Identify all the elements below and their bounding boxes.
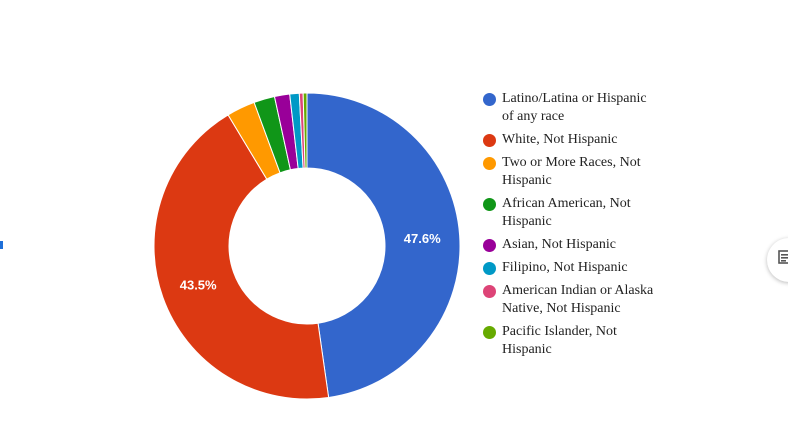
donut-slice-0[interactable] xyxy=(306,92,461,399)
legend-item-0[interactable]: Latino/Latina or Hispanic of any race xyxy=(483,90,658,126)
legend-label-3: African American, Not Hispanic xyxy=(502,196,631,229)
legend-swatch-6 xyxy=(483,285,496,298)
legend-swatch-0 xyxy=(483,93,496,106)
legend-label-0: Latino/Latina or Hispanic of any race xyxy=(502,91,647,124)
side-action-button[interactable] xyxy=(767,238,788,282)
legend-swatch-7 xyxy=(483,326,496,339)
legend-label-6: American Indian or Alaska Native, Not Hi… xyxy=(502,283,654,316)
legend-item-1[interactable]: White, Not Hispanic xyxy=(483,131,658,149)
legend-label-4: Asian, Not Hispanic xyxy=(502,237,616,252)
legend-label-1: White, Not Hispanic xyxy=(502,132,618,147)
chart-legend: Latino/Latina or Hispanic of any race Whi… xyxy=(483,90,658,364)
legend-label-5: Filipino, Not Hispanic xyxy=(502,260,628,275)
legend-swatch-4 xyxy=(483,239,496,252)
legend-label-7: Pacific Islander, Not Hispanic xyxy=(502,324,617,357)
legend-swatch-1 xyxy=(483,134,496,147)
legend-item-4[interactable]: Asian, Not Hispanic xyxy=(483,236,658,254)
legend-item-7[interactable]: Pacific Islander, Not Hispanic xyxy=(483,323,658,359)
legend-item-5[interactable]: Filipino, Not Hispanic xyxy=(483,259,658,277)
donut-slice-7[interactable] xyxy=(302,92,308,169)
scroll-indicator xyxy=(0,241,3,249)
legend-item-2[interactable]: Two or More Races, Not Hispanic xyxy=(483,154,658,190)
legend-label-2: Two or More Races, Not Hispanic xyxy=(502,155,641,188)
legend-item-6[interactable]: American Indian or Alaska Native, Not Hi… xyxy=(483,282,658,318)
slice-data-label-1: 43.5% xyxy=(180,278,217,293)
legend-item-3[interactable]: African American, Not Hispanic xyxy=(483,195,658,231)
document-icon xyxy=(778,250,788,264)
legend-swatch-5 xyxy=(483,262,496,275)
legend-swatch-2 xyxy=(483,157,496,170)
slice-data-label-0: 47.6% xyxy=(404,231,441,246)
legend-swatch-3 xyxy=(483,198,496,211)
donut-slice-1[interactable] xyxy=(153,114,330,400)
